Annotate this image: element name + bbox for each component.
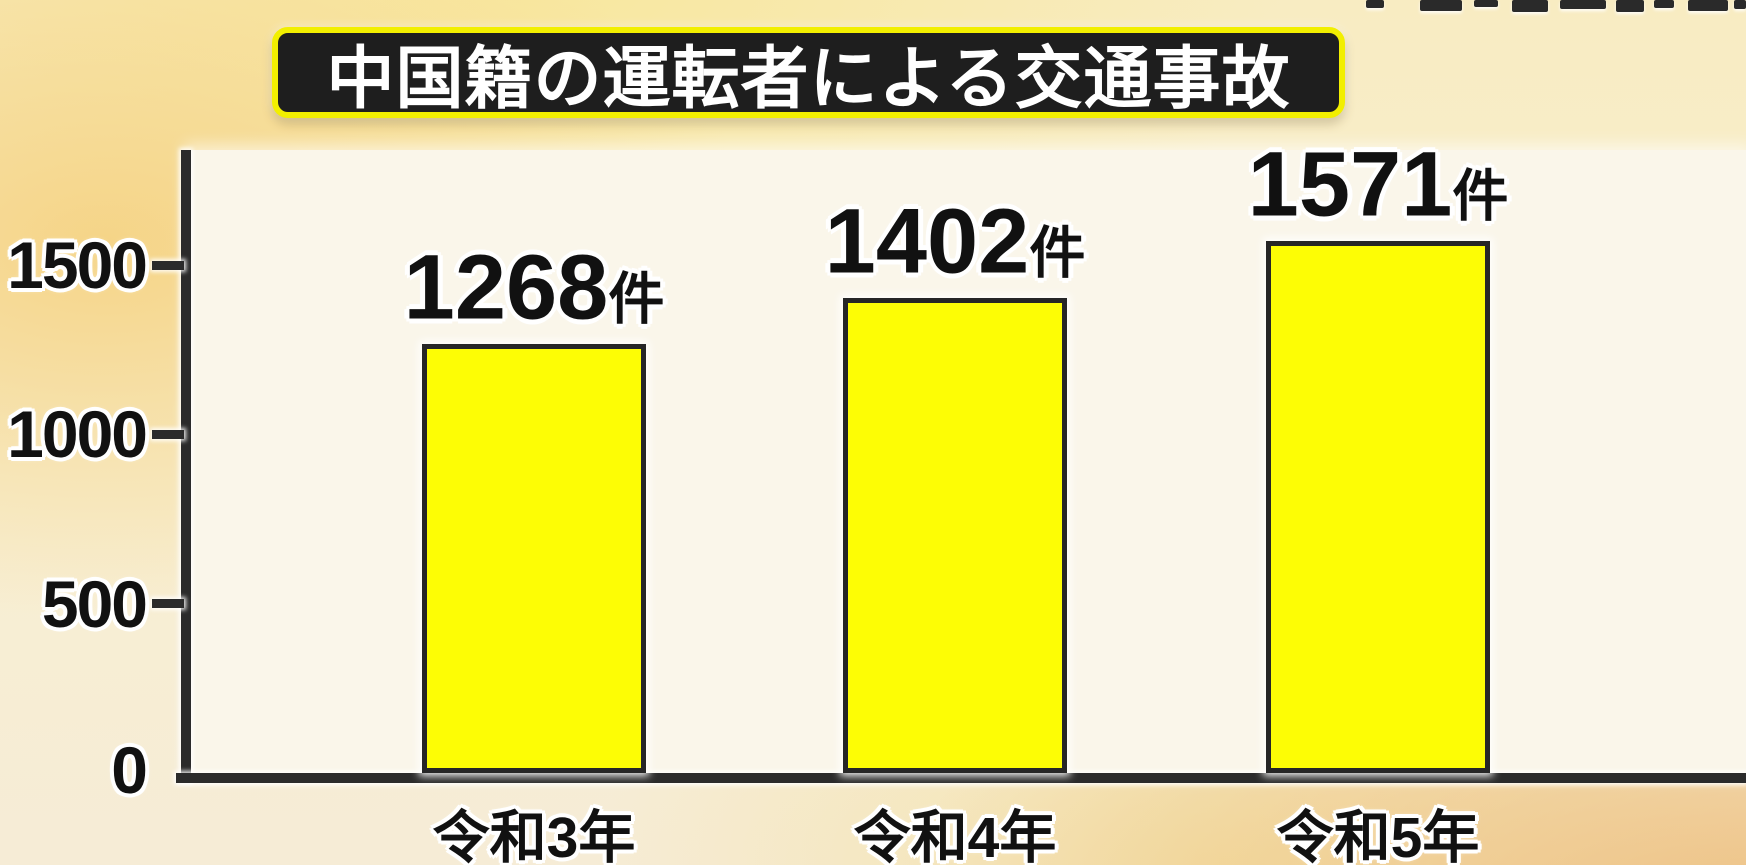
x-axis-label: 令和3年 [432, 806, 636, 865]
bar-value-number: 1402 [824, 190, 1030, 293]
x-axis-line [176, 773, 1746, 783]
y-tick-label: 500 [41, 566, 148, 641]
cutoff-glyph-bit [1420, 0, 1462, 11]
chart-title-banner: 中国籍の運転者による交通事故 [272, 27, 1345, 118]
bar-令和3年 [422, 344, 646, 773]
chart-title: 中国籍の運転者による交通事故 [326, 41, 1291, 117]
y-axis-line [181, 150, 191, 782]
x-axis-label: 令和4年 [853, 806, 1057, 865]
cutoff-glyph-bit [1688, 0, 1728, 11]
cutoff-glyph-bit [1512, 0, 1548, 12]
bar-value-number: 1571 [1247, 133, 1453, 236]
y-tick-label: 0 [111, 733, 148, 807]
x-axis-label: 令和5年 [1276, 806, 1480, 865]
y-tick-label: 1000 [7, 397, 148, 472]
bar-value-unit: 件 [1452, 164, 1509, 228]
bar-value-label: 1402件 [825, 196, 1086, 288]
cutoff-glyph-bit [1734, 0, 1746, 9]
y-tick-mark [152, 260, 184, 270]
bar-令和5年 [1266, 241, 1490, 773]
cutoff-glyph-bit [1474, 0, 1498, 7]
bar-value-label: 1571件 [1248, 139, 1509, 231]
bar-value-unit: 件 [608, 267, 665, 331]
cutoff-glyph-bit [1654, 0, 1674, 8]
bar-value-unit: 件 [1029, 221, 1086, 285]
cutoff-glyph-bit [1616, 0, 1644, 12]
bar-value-label: 1268件 [404, 242, 665, 334]
y-tick-mark [152, 429, 184, 439]
bar-value-number: 1268 [403, 236, 609, 339]
cutoff-glyph-bit [1560, 0, 1606, 9]
bar-令和4年 [843, 298, 1067, 773]
y-tick-label: 1500 [7, 228, 148, 302]
cutoff-glyph-bit [1366, 0, 1384, 8]
y-tick-mark [152, 599, 184, 609]
